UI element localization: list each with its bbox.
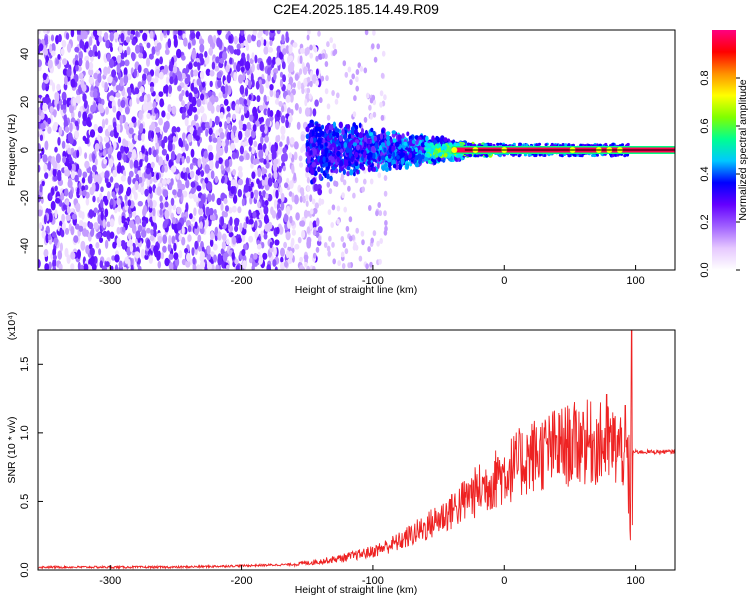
y-tick-label: 1.5 xyxy=(19,357,31,372)
colorbar-tick-label: 0.6 xyxy=(699,118,711,133)
x-tick-label: -200 xyxy=(231,575,253,587)
y-tick-label: -40 xyxy=(19,238,31,254)
spectrogram-x-label: Height of straight line (km) xyxy=(295,284,418,296)
spectrogram-y-label: Frequency (Hz) xyxy=(6,114,18,186)
colorbar-tick-label: 0.0 xyxy=(699,262,711,277)
colorbar-ticks: 0.0 0.2 0.4 0.6 0.8 xyxy=(699,70,740,278)
x-tick-label: 100 xyxy=(626,575,644,587)
snr-x-ticks: -300 -200 -100 0 100 xyxy=(99,565,645,587)
y-tick-label: 0.5 xyxy=(19,494,31,509)
signal-core-lower-edge xyxy=(451,152,675,154)
colorbar-tick-label: 0.8 xyxy=(699,70,711,85)
x-tick-label: -100 xyxy=(362,275,384,287)
x-tick-label: -300 xyxy=(99,275,121,287)
colorbar-gradient xyxy=(712,30,736,270)
y-tick-label: 0 xyxy=(19,147,31,153)
y-tick-label: 0.0 xyxy=(19,562,31,577)
x-tick-label: -200 xyxy=(231,275,253,287)
snr-y-ticks: 0.0 0.5 1.0 1.5 xyxy=(19,357,43,578)
signal-core-upper-edge xyxy=(451,146,675,148)
snr-y-label: SNR (10 * v/v) xyxy=(6,416,18,483)
signal-hotspot xyxy=(451,147,458,153)
spectrogram-x-ticks: -300 -200 -100 0 100 xyxy=(99,265,645,287)
x-tick-label: -100 xyxy=(362,575,384,587)
colorbar-tick-label: 0.2 xyxy=(699,214,711,229)
y-tick-label: 1.0 xyxy=(19,425,31,440)
spectrogram-y-ticks: -40 -20 0 20 40 xyxy=(19,48,43,254)
snr-scale-note: (x10⁴) xyxy=(6,312,18,340)
snr-series-line xyxy=(38,330,675,570)
colorbar: 0.0 0.2 0.4 0.6 0.8 Normalized spectral ampl… xyxy=(699,30,749,278)
x-tick-label: -300 xyxy=(99,575,121,587)
x-tick-label: 100 xyxy=(626,275,644,287)
colorbar-label: Normalized spectral amplitude xyxy=(737,79,749,220)
colorbar-tick-label: 0.4 xyxy=(699,166,711,181)
chart-title: C2E4.2025.185.14.49.R09 xyxy=(273,1,439,17)
x-tick-label: 0 xyxy=(501,575,507,587)
y-tick-label: 40 xyxy=(19,48,31,60)
snr-x-label: Height of straight line (km) xyxy=(295,584,418,596)
snr-panel: -300 -200 -100 0 100 0.0 0.5 1.0 1.5 Height of … xyxy=(6,312,676,596)
y-tick-label: -20 xyxy=(19,190,31,206)
x-tick-label: 0 xyxy=(501,275,507,287)
spectrogram-heatmap xyxy=(38,30,675,270)
y-tick-label: 20 xyxy=(19,96,31,108)
snr-frame xyxy=(37,329,676,571)
